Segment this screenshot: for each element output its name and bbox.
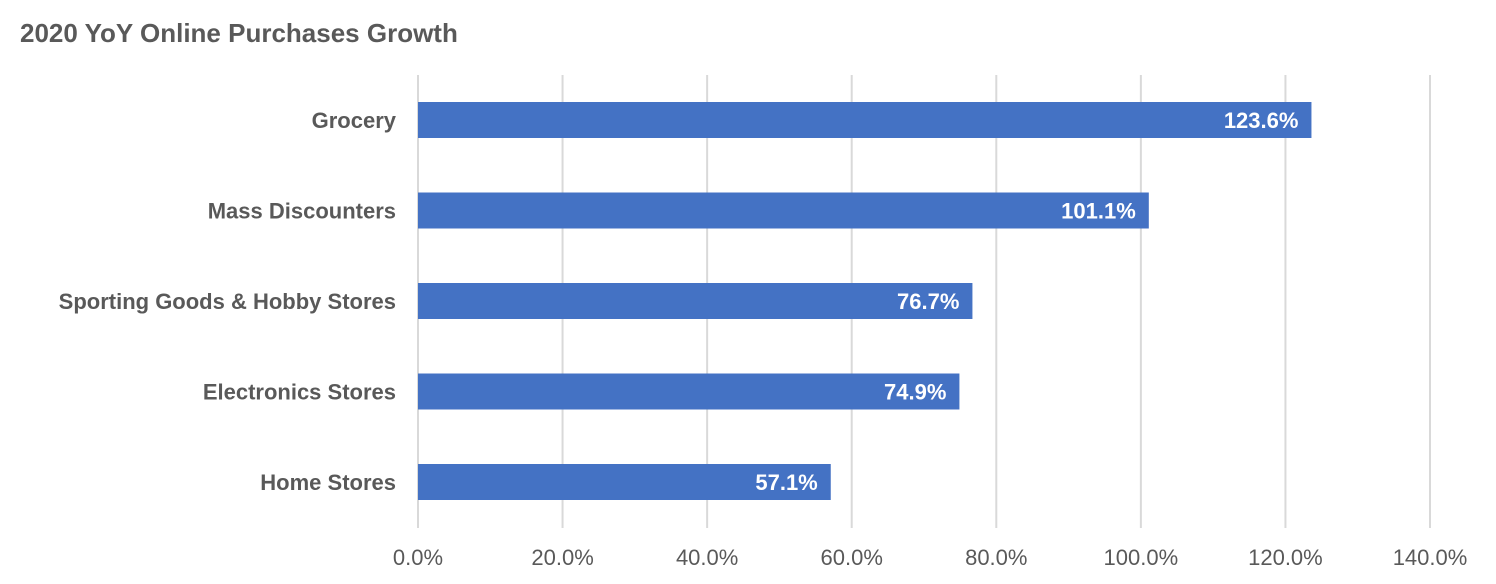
category-label: Mass Discounters (208, 199, 396, 224)
data-label: 101.1% (1061, 199, 1136, 224)
x-tick-label: 100.0% (1104, 545, 1179, 570)
x-tick-label: 120.0% (1248, 545, 1323, 570)
category-label: Home Stores (260, 470, 396, 495)
data-label: 74.9% (884, 380, 946, 405)
chart-title: 2020 YoY Online Purchases Growth (20, 18, 458, 48)
x-tick-label: 40.0% (676, 545, 738, 570)
bar (418, 464, 831, 500)
x-tick-label: 140.0% (1393, 545, 1468, 570)
x-tick-label: 80.0% (965, 545, 1027, 570)
data-label: 76.7% (897, 289, 959, 314)
bar (418, 283, 973, 319)
bar (418, 373, 960, 410)
bar (418, 192, 1149, 229)
category-label: Grocery (312, 108, 397, 133)
x-tick-label: 0.0% (393, 545, 443, 570)
x-tick-label: 20.0% (531, 545, 593, 570)
x-tick-label: 60.0% (821, 545, 883, 570)
category-label: Sporting Goods & Hobby Stores (59, 289, 396, 314)
bar (418, 102, 1312, 138)
data-label: 123.6% (1224, 108, 1299, 133)
category-label: Electronics Stores (203, 380, 396, 405)
data-label: 57.1% (755, 470, 817, 495)
